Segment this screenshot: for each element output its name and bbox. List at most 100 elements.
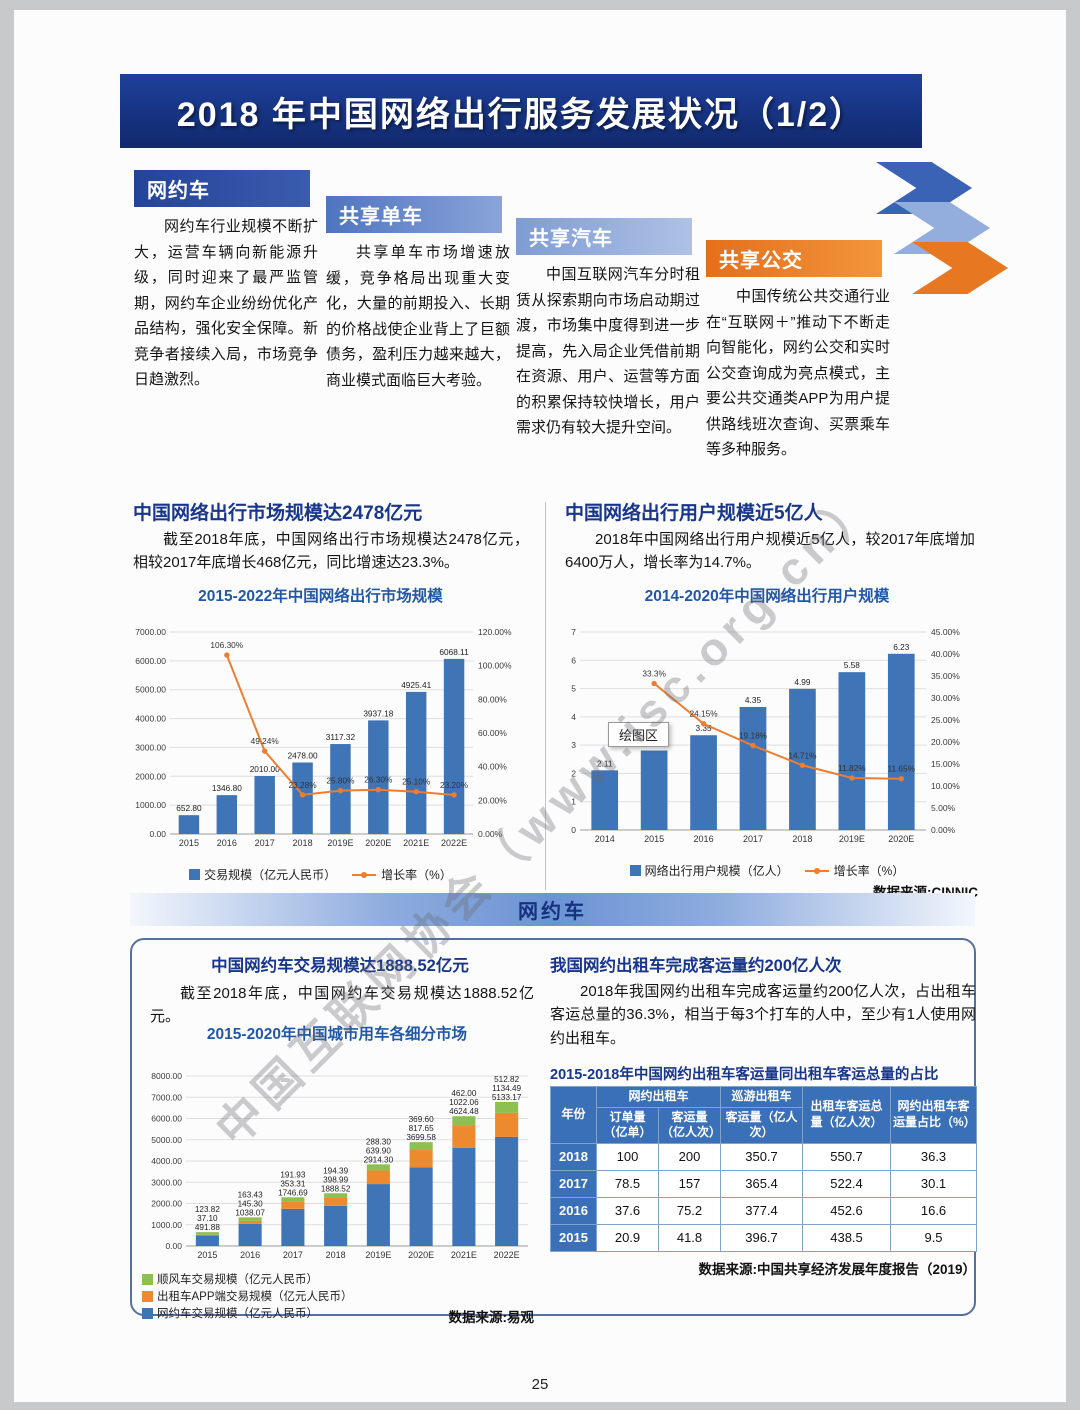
svg-text:4624.48: 4624.48	[449, 1107, 479, 1116]
svg-text:26.30%: 26.30%	[364, 775, 393, 785]
svg-text:491.88: 491.88	[195, 1223, 220, 1232]
svg-text:33.3%: 33.3%	[642, 668, 666, 678]
svg-text:2017: 2017	[255, 838, 275, 848]
table-subheader: 订单量（亿单）	[596, 1106, 659, 1144]
taxi-volume-heading: 我国网约出租车完成客运量约200亿人次	[550, 957, 842, 975]
orange-line-marker-icon	[804, 867, 829, 874]
svg-text:2020E: 2020E	[408, 1250, 434, 1260]
svg-text:1134.49: 1134.49	[492, 1084, 521, 1093]
table-header-online-taxi: 网约出租车	[595, 1086, 722, 1108]
svg-text:2018: 2018	[792, 834, 812, 844]
legend-label: 出租车APP端交易规模（亿元人民币）	[157, 1291, 353, 1303]
svg-text:145.30: 145.30	[238, 1199, 263, 1208]
table-cell: 9.5	[890, 1223, 978, 1252]
market-scale-chart-block: 2015-2022年中国网络出行市场规模 0.00 1000.00 2000.00 3…	[118, 584, 523, 883]
data-source-sharing-economy-report: 数据来源:中国共享经济发展年度报告（2019）	[698, 1262, 976, 1277]
svg-text:0.00%: 0.00%	[931, 825, 956, 835]
svg-text:2016: 2016	[694, 834, 714, 844]
svg-text:7000.00: 7000.00	[135, 627, 166, 637]
table-cell-year: 2018	[550, 1142, 597, 1171]
svg-text:3.35: 3.35	[695, 723, 712, 733]
svg-text:25.10%: 25.10%	[402, 777, 431, 787]
table-cell: 377.4	[720, 1196, 804, 1225]
table-row: 2017 78.5 157 365.4 522.4 30.1	[550, 1169, 978, 1198]
svg-text:10.00%: 10.00%	[931, 781, 960, 791]
svg-text:817.65: 817.65	[409, 1124, 434, 1133]
svg-text:5.00%: 5.00%	[931, 803, 956, 813]
table-cell-year: 2017	[550, 1169, 597, 1198]
svg-text:462.00: 462.00	[451, 1089, 476, 1098]
svg-text:288.30: 288.30	[366, 1137, 391, 1146]
svg-text:30.00%: 30.00%	[931, 693, 960, 703]
table-cell: 157	[657, 1169, 722, 1198]
svg-text:194.39: 194.39	[323, 1166, 348, 1175]
svg-text:40.00%: 40.00%	[478, 762, 507, 772]
legend-label: 交易规模（亿元人民币）	[204, 868, 337, 882]
svg-text:512.82: 512.82	[494, 1075, 519, 1084]
svg-text:2015: 2015	[179, 838, 199, 848]
svg-text:5000.00: 5000.00	[151, 1135, 182, 1145]
svg-text:8000.00: 8000.00	[151, 1071, 182, 1081]
table-row: 2018 100 200 350.7 550.7 36.3	[550, 1142, 978, 1171]
table-subheader: 客运量（亿人次）	[720, 1106, 804, 1144]
segment-market-chart: 0.00 1000.00 2000.00 3000.00 4000.00 5000.00 6…	[136, 1046, 538, 1271]
svg-text:1746.69: 1746.69	[278, 1188, 308, 1197]
svg-text:1000.00: 1000.00	[151, 1220, 182, 1230]
svg-text:4925.41: 4925.41	[401, 680, 431, 690]
svg-text:0.00: 0.00	[165, 1241, 182, 1251]
svg-text:80.00%: 80.00%	[478, 694, 507, 704]
svg-text:2018: 2018	[293, 838, 313, 848]
table-cell: 550.7	[802, 1142, 892, 1171]
legend-item-hitch: 顺风车交易规模（亿元人民币）	[142, 1271, 318, 1287]
svg-text:0: 0	[571, 825, 576, 835]
svg-text:23.28%: 23.28%	[288, 780, 317, 790]
user-scale-chart-block: 2014-2020年中国网络出行用户规模 0 1 2 3 4 5 6 7 0.00% 5.00% 1…	[552, 584, 982, 901]
svg-text:6.23: 6.23	[893, 642, 910, 652]
overview-text-bike-sharing: 共享单车市场增速放缓，竞争格局出现重大变化，大量的前期投入、长期的价格战使企业背…	[326, 244, 510, 389]
svg-text:15.00%: 15.00%	[931, 759, 960, 769]
svg-text:2: 2	[571, 768, 576, 778]
taxi-table-title: 2015-2018年中国网约出租车客运量同出租车客运总量的占比	[550, 1067, 939, 1083]
ride-hailing-scale-heading: 中国网约车交易规模达1888.52亿元	[211, 957, 469, 975]
svg-text:100.00%: 100.00%	[478, 661, 512, 671]
market-scale-paragraph: 截至2018年底，中国网络出行市场规模达2478亿元，相较2017年底增长468…	[133, 531, 529, 572]
user-scale-heading: 中国网络出行用户规模近5亿人	[565, 503, 823, 524]
table-cell: 16.6	[890, 1196, 978, 1225]
svg-text:5: 5	[571, 684, 576, 694]
svg-text:2020E: 2020E	[888, 834, 914, 844]
table-header-total-volume: 出租车客运总量（亿人次）	[802, 1086, 892, 1144]
legend-label: 增长率（%）	[833, 864, 905, 878]
svg-text:2015: 2015	[197, 1250, 217, 1260]
svg-text:2017: 2017	[283, 1250, 303, 1260]
table-header-share: 网约出租车客运量占比（%）	[890, 1086, 978, 1144]
legend-label: 网约车交易规模（亿元人民币）	[157, 1308, 318, 1320]
overview-text-ride-hailing: 网约车行业规模不断扩大，运营车辆向新能源升级，同时迎来了最严监管期，网约车企业纷…	[134, 218, 318, 388]
market-chart-legend: 交易规模（亿元人民币） 增长率（%）	[118, 866, 523, 883]
column-divider	[545, 502, 546, 890]
user-chart-legend: 网络出行用户规模（亿人） 增长率（%）	[552, 862, 982, 879]
svg-text:1000.00: 1000.00	[135, 800, 166, 810]
table-cell: 200	[657, 1142, 722, 1171]
svg-text:40.00%: 40.00%	[931, 649, 960, 659]
svg-text:191.93: 191.93	[280, 1170, 305, 1179]
report-page: 中国互联网协会（www.isc.org.cn） 2018 年中国网络出行服务发展…	[14, 10, 1066, 1402]
svg-text:639.90: 639.90	[366, 1146, 391, 1155]
table-cell: 36.3	[890, 1142, 978, 1171]
page-title: 2018 年中国网络出行服务发展状况（1/2）	[120, 74, 922, 148]
svg-text:7: 7	[571, 627, 576, 637]
svg-text:2000.00: 2000.00	[135, 771, 166, 781]
legend-label: 网络出行用户规模（亿人）	[644, 864, 789, 878]
svg-text:1346.80: 1346.80	[212, 783, 242, 793]
blue-square-swatch-icon	[189, 869, 201, 880]
svg-text:0.00: 0.00	[149, 829, 166, 839]
legend-item-growth-rate: 增长率（%）	[804, 862, 905, 879]
svg-text:0.00%: 0.00%	[478, 829, 503, 839]
table-header-year: 年份	[550, 1086, 597, 1144]
table-cell: 365.4	[720, 1169, 804, 1198]
svg-text:25.80%: 25.80%	[326, 776, 355, 786]
svg-text:2015: 2015	[644, 834, 664, 844]
table-cell: 522.4	[802, 1169, 892, 1198]
legend-item-taxi-app: 出租车APP端交易规模（亿元人民币）	[142, 1288, 353, 1304]
svg-text:652.80: 652.80	[176, 803, 202, 813]
market-scale-heading: 中国网络出行市场规模达2478亿元	[133, 503, 423, 524]
